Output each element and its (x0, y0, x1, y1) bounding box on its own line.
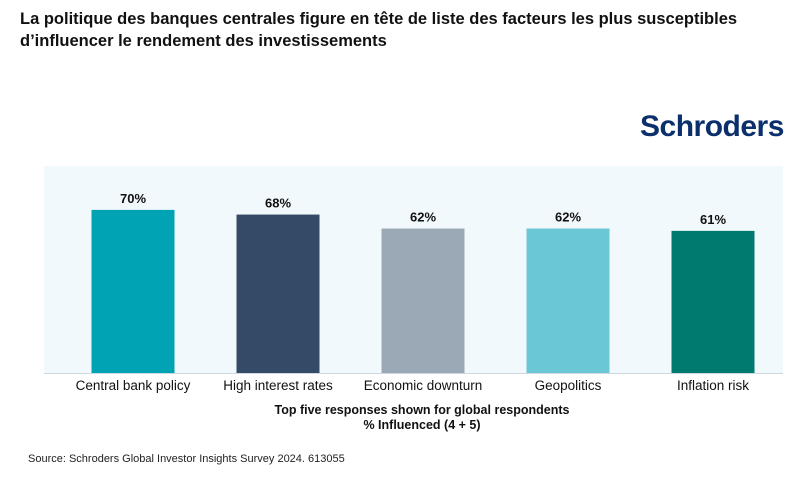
category-label-4: Inflation risk (677, 378, 749, 393)
data-label-1: 68% (265, 196, 291, 211)
x-axis-title: Top five responses shown for global resp… (0, 403, 804, 433)
bar-2 (381, 228, 465, 373)
schroders-logo: Schroders (640, 110, 784, 143)
category-label-3: Geopolitics (535, 378, 602, 393)
category-label-2: Economic downturn (364, 378, 483, 393)
x-axis-title-line2: % Influenced (4 + 5) (363, 418, 481, 432)
bar-0 (91, 209, 175, 373)
bar-1 (236, 214, 320, 373)
category-label-1: High interest rates (223, 378, 333, 393)
data-label-4: 61% (700, 212, 726, 227)
data-label-0: 70% (120, 191, 146, 206)
x-axis-title-line1: Top five responses shown for global resp… (274, 403, 570, 417)
source-note: Source: Schroders Global Investor Insigh… (28, 453, 345, 465)
data-label-2: 62% (410, 210, 436, 225)
data-label-3: 62% (555, 210, 581, 225)
bar-4 (671, 230, 755, 373)
chart-title: La politique des banques centrales figur… (20, 10, 738, 50)
bar-3 (526, 228, 610, 373)
x-axis-baseline (44, 373, 783, 374)
category-label-0: Central bank policy (76, 378, 191, 393)
